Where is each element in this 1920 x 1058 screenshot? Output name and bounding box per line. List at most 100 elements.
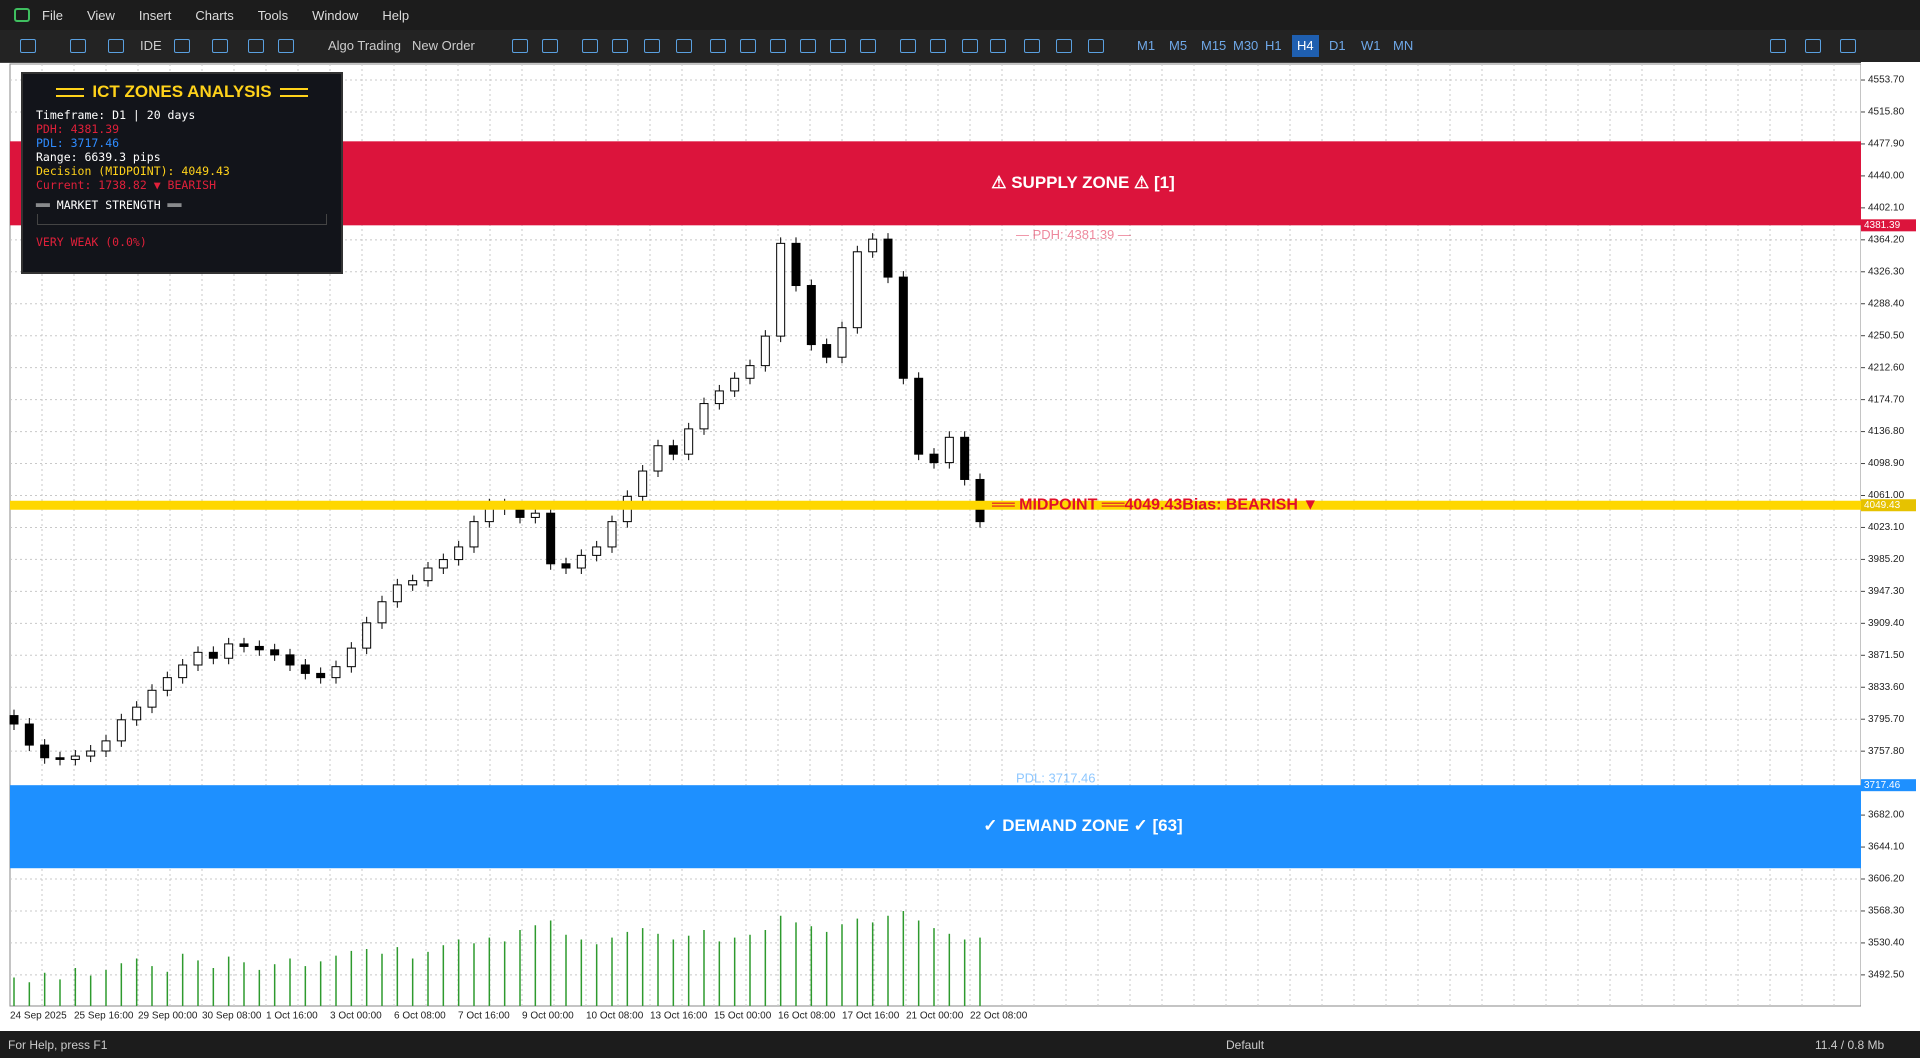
timeframe-button[interactable]: M5 bbox=[1169, 38, 1188, 53]
toolbar-icon[interactable] bbox=[962, 39, 978, 53]
toolbar-icon[interactable] bbox=[770, 39, 786, 53]
timeframe-button[interactable]: W1 bbox=[1361, 38, 1381, 53]
x-tick-label: 6 Oct 08:00 bbox=[394, 1011, 446, 1022]
candle-body bbox=[331, 666, 341, 679]
toolbar-icon[interactable] bbox=[1840, 39, 1856, 53]
toolbar-icon[interactable] bbox=[990, 39, 1006, 53]
y-tick-label: 3985.20 bbox=[1868, 554, 1905, 565]
toolbar-icon[interactable] bbox=[860, 39, 876, 53]
candle-body bbox=[86, 750, 96, 757]
zone-note: — PDH: 4381.39 — bbox=[1016, 227, 1131, 242]
candle-body bbox=[239, 643, 249, 647]
zone-label: ✓ DEMAND ZONE ✓ [63] bbox=[983, 816, 1182, 835]
y-tick-label: 3682.00 bbox=[1868, 810, 1905, 821]
timeframe-button[interactable]: M30 bbox=[1233, 38, 1259, 53]
toolbar-icon[interactable] bbox=[582, 39, 598, 53]
toolbar-icon[interactable] bbox=[900, 39, 916, 53]
toolbar-button[interactable]: Algo Trading bbox=[328, 38, 401, 53]
toolbar-icon[interactable] bbox=[108, 39, 124, 53]
candle-body bbox=[607, 521, 617, 548]
timeframe-button[interactable]: MN bbox=[1393, 38, 1414, 53]
panel-line: Timeframe: D1 | 20 days bbox=[36, 108, 196, 122]
candle-body bbox=[530, 512, 540, 518]
toolbar-icon[interactable] bbox=[20, 39, 36, 53]
candle-body bbox=[438, 559, 448, 569]
candle-body bbox=[730, 377, 740, 392]
x-tick-label: 29 Sep 00:00 bbox=[138, 1011, 198, 1022]
toolbar-icon[interactable] bbox=[1056, 39, 1072, 53]
y-tick-label: 3833.60 bbox=[1868, 682, 1905, 693]
candle-body bbox=[684, 428, 694, 455]
toolbar-icon[interactable] bbox=[512, 39, 528, 53]
timeframe-button[interactable]: M15 bbox=[1201, 38, 1227, 53]
x-tick-label: 10 Oct 08:00 bbox=[586, 1011, 644, 1022]
candle-body bbox=[9, 715, 19, 725]
zone-note: PDL: 3717.46 bbox=[1016, 771, 1096, 786]
price-tag-label: 4381.39 bbox=[1864, 220, 1901, 231]
menu-item[interactable]: Window bbox=[312, 7, 359, 23]
panel-line: PDH: 4381.39 bbox=[36, 122, 120, 136]
timeframe-button[interactable]: H1 bbox=[1265, 38, 1282, 53]
ict-panel: ICT ZONES ANALYSIS Timeframe: D1 | 20 da… bbox=[21, 72, 343, 274]
y-tick-label: 3606.20 bbox=[1868, 874, 1905, 885]
timeframe-button[interactable]: M1 bbox=[1137, 38, 1156, 53]
candle-body bbox=[346, 647, 356, 668]
y-tick-label: 4326.30 bbox=[1868, 266, 1905, 277]
toolbar-icon[interactable] bbox=[710, 39, 726, 53]
x-tick-label: 1 Oct 16:00 bbox=[266, 1011, 318, 1022]
x-tick-label: 7 Oct 16:00 bbox=[458, 1011, 510, 1022]
candle-body bbox=[546, 512, 556, 565]
candle-body bbox=[24, 723, 34, 746]
toolbar-icon[interactable] bbox=[248, 39, 264, 53]
menu-item[interactable]: Charts bbox=[195, 7, 234, 23]
x-tick-label: 16 Oct 08:00 bbox=[778, 1011, 836, 1022]
y-tick-label: 3871.50 bbox=[1868, 650, 1905, 661]
toolbar-icon[interactable] bbox=[830, 39, 846, 53]
x-tick-label: 3 Oct 00:00 bbox=[330, 1011, 382, 1022]
price-tag bbox=[1861, 219, 1916, 232]
toolbar-icon[interactable] bbox=[644, 39, 660, 53]
zone bbox=[10, 785, 1861, 869]
candle-body bbox=[515, 508, 525, 518]
toolbar-icon[interactable] bbox=[676, 39, 692, 53]
menu-item[interactable]: Insert bbox=[138, 7, 172, 23]
timeframe-button[interactable]: H4 bbox=[1292, 35, 1319, 57]
x-tick-label: 25 Sep 16:00 bbox=[74, 1011, 134, 1022]
toolbar-icon[interactable] bbox=[1770, 39, 1786, 53]
strength-title: ══ MARKET STRENGTH ══ bbox=[36, 198, 182, 212]
candle-body bbox=[162, 677, 172, 691]
y-tick-label: 4288.40 bbox=[1868, 298, 1905, 309]
candle-body bbox=[960, 436, 970, 480]
toolbar-icon[interactable] bbox=[1024, 39, 1040, 53]
timeframe-button[interactable]: D1 bbox=[1329, 38, 1346, 53]
y-tick-label: 3492.50 bbox=[1868, 970, 1905, 981]
candle-body bbox=[914, 377, 924, 455]
menu-item[interactable]: View bbox=[86, 7, 115, 23]
panel-line: PDL: 3717.46 bbox=[36, 136, 120, 150]
toolbar-icon[interactable] bbox=[930, 39, 946, 53]
toolbar-icon[interactable] bbox=[174, 39, 190, 53]
panel-line: Decision (MIDPOINT): 4049.43 bbox=[36, 164, 230, 178]
candle-body bbox=[668, 445, 678, 455]
toolbar-icon[interactable] bbox=[212, 39, 228, 53]
candle-body bbox=[254, 645, 264, 651]
candle-body bbox=[929, 453, 939, 464]
toolbar-icon[interactable] bbox=[70, 39, 86, 53]
toolbar-icon[interactable] bbox=[1088, 39, 1104, 53]
toolbar-icon[interactable] bbox=[740, 39, 756, 53]
toolbar-icon[interactable] bbox=[800, 39, 816, 53]
x-tick-label: 17 Oct 16:00 bbox=[842, 1011, 900, 1022]
toolbar-button[interactable]: IDE bbox=[140, 38, 162, 53]
candle-body bbox=[147, 689, 157, 708]
toolbar-icon[interactable] bbox=[1805, 39, 1821, 53]
candle-body bbox=[714, 390, 724, 405]
menu-item[interactable]: Help bbox=[382, 7, 410, 23]
toolbar-icon[interactable] bbox=[278, 39, 294, 53]
menu-item[interactable]: File bbox=[42, 7, 63, 23]
toolbar-button[interactable]: New Order bbox=[412, 38, 475, 53]
menu-item[interactable]: Tools bbox=[257, 7, 289, 23]
y-tick-label: 3530.40 bbox=[1868, 938, 1905, 949]
toolbar-icon[interactable] bbox=[612, 39, 628, 53]
candle-body bbox=[469, 521, 479, 548]
toolbar-icon[interactable] bbox=[542, 39, 558, 53]
